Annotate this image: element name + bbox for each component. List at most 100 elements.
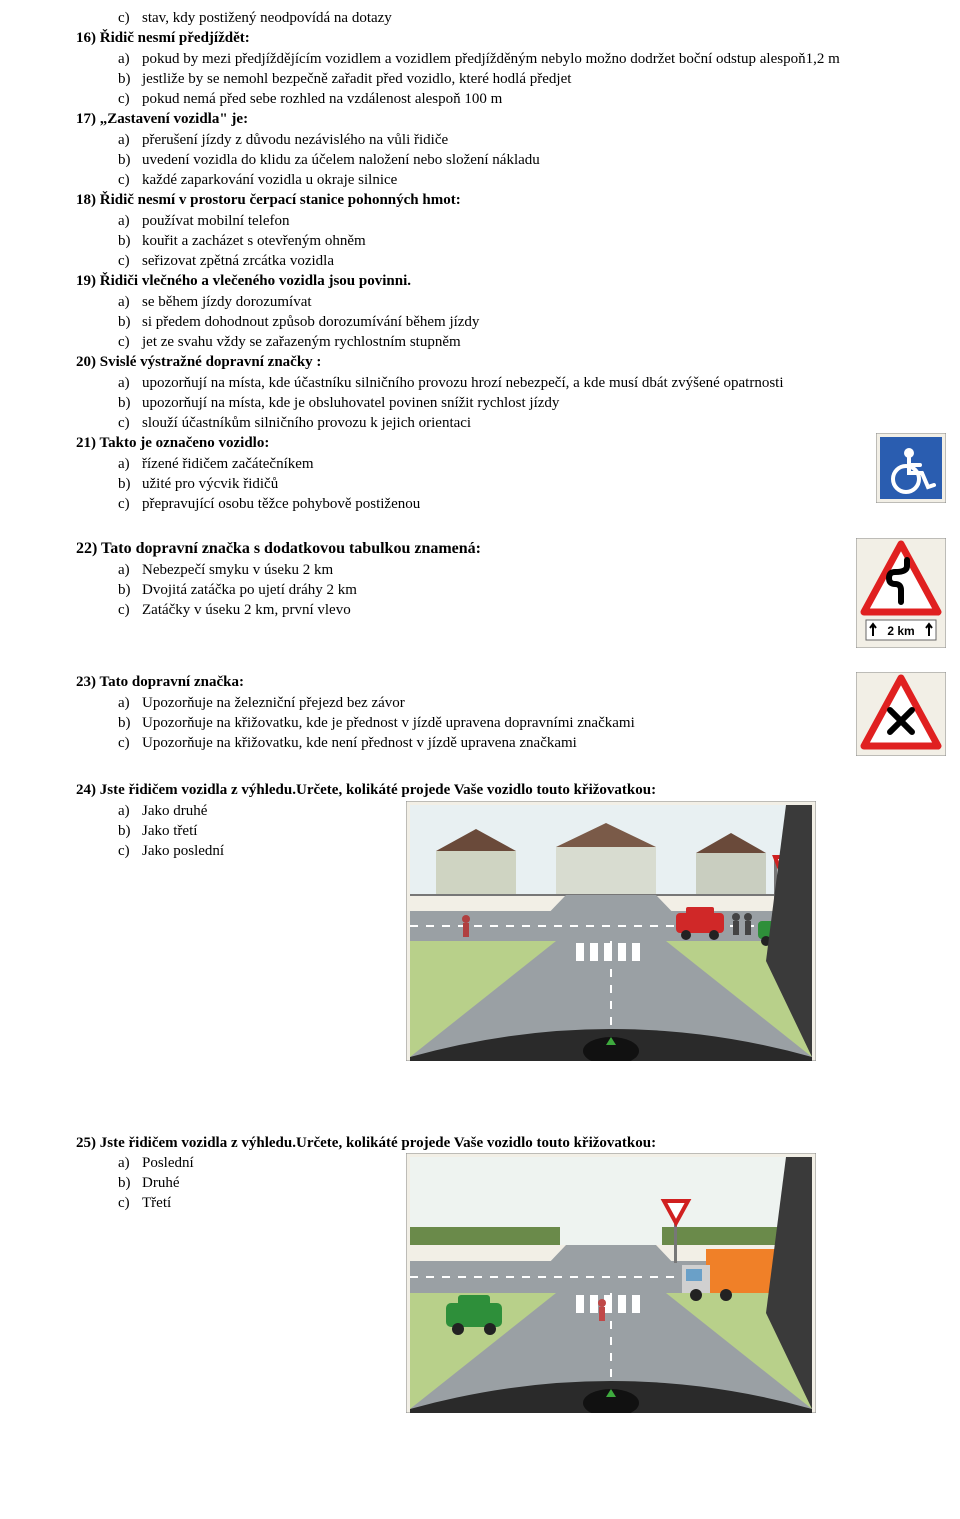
question-number: 22) (76, 540, 97, 557)
q18-option-a: a)používat mobilní telefon (14, 211, 946, 231)
q25-option-a: a)Poslední (14, 1153, 394, 1173)
question-title: Jste řidičem vozidla z výhledu.Určete, k… (100, 1135, 656, 1151)
question-title: Řidič nesmí předjíždět: (100, 30, 250, 46)
option-letter: c) (118, 494, 142, 514)
option-text: slouží účastníkům silničního provozu k j… (142, 413, 471, 433)
option-text: kouřit a zacházet s otevřeným ohněm (142, 231, 366, 251)
option-letter: c) (118, 841, 142, 861)
q15-option-c: c) stav, kdy postižený neodpovídá na dot… (14, 8, 946, 28)
option-letter: c) (118, 733, 142, 753)
option-text: upozorňují na místa, kde je obsluhovatel… (142, 393, 559, 413)
option-text: Dvojitá zatáčka po ujetí dráhy 2 km (142, 580, 357, 600)
q21-option-c: c)přepravující osobu těžce pohybově post… (14, 494, 864, 514)
q16: 16) Řidič nesmí předjíždět: (14, 28, 946, 48)
option-text: přepravující osobu těžce pohybově postiž… (142, 494, 420, 514)
option-letter: b) (118, 580, 142, 600)
q23: 23) Tato dopravní značka: (14, 672, 844, 692)
question-title: Řidič nesmí v prostoru čerpací stanice p… (100, 192, 461, 208)
q24-option-b: b)Jako třetí (14, 821, 394, 841)
q24: 24) Jste řidičem vozidla z výhledu.Určet… (14, 780, 946, 800)
option-letter: a) (118, 373, 142, 393)
panel-text: 2 km (887, 624, 914, 638)
q22: 22) Tato dopravní značka s dodatkovou ta… (14, 538, 844, 560)
question-title: Tato dopravní značka: (99, 674, 243, 690)
option-text: jestliže by se nemohl bezpečně zařadit p… (142, 69, 571, 89)
option-text: přerušení jízdy z důvodu nezávislého na … (142, 130, 448, 150)
option-text: stav, kdy postižený neodpovídá na dotazy (142, 8, 392, 28)
q16-option-a: a) pokud by mezi předjíždějícím vozidlem… (14, 49, 946, 69)
q18-option-b: b)kouřit a zacházet s otevřeným ohněm (14, 231, 946, 251)
q19-option-a: a)se během jízdy dorozumívat (14, 292, 946, 312)
question-number: 16) (76, 30, 96, 46)
q22-option-a: a)Nebezpečí smyku v úseku 2 km (14, 560, 844, 580)
q17-option-b: b)uvedení vozidla do klidu za účelem nal… (14, 150, 946, 170)
option-text: Upozorňuje na křižovatku, kde je přednos… (142, 713, 635, 733)
question-number: 23) (76, 674, 96, 690)
option-text: pokud nemá před sebe rozhled na vzdáleno… (142, 89, 502, 109)
option-text: Jako třetí (142, 821, 197, 841)
option-letter: a) (118, 130, 142, 150)
q24-option-a: a)Jako druhé (14, 801, 394, 821)
q21-option-a: a)řízené řidičem začátečníkem (14, 454, 864, 474)
option-text: si předem dohodnout způsob dorozumívání … (142, 312, 479, 332)
option-text: se během jízdy dorozumívat (142, 292, 312, 312)
option-letter: b) (118, 713, 142, 733)
option-letter: b) (118, 474, 142, 494)
option-letter: c) (118, 251, 142, 271)
question-number: 24) (76, 782, 96, 798)
option-letter: c) (118, 89, 142, 109)
q18-option-c: c)seřizovat zpětná zrcátka vozidla (14, 251, 946, 271)
option-text: jet ze svahu vždy se zařazeným rychlostn… (142, 332, 461, 352)
option-text: Upozorňuje na křižovatku, kde není předn… (142, 733, 577, 753)
option-text: Nebezpečí smyku v úseku 2 km (142, 560, 333, 580)
option-text: používat mobilní telefon (142, 211, 289, 231)
option-text: Třetí (142, 1193, 171, 1213)
option-letter: b) (118, 231, 142, 251)
q19-option-c: c)jet ze svahu vždy se zařazeným rychlos… (14, 332, 946, 352)
option-letter: c) (118, 332, 142, 352)
wheelchair-sign-icon (876, 433, 946, 503)
q25-option-b: b)Druhé (14, 1173, 394, 1193)
option-text: užité pro výcvik řidičů (142, 474, 278, 494)
question-number: 21) (76, 435, 96, 451)
option-letter: c) (118, 170, 142, 190)
option-letter: a) (118, 801, 142, 821)
option-letter: c) (118, 8, 142, 28)
q23-option-c: c)Upozorňuje na křižovatku, kde není pře… (14, 733, 844, 753)
q21: 21) Takto je označeno vozidlo: (14, 433, 864, 453)
question-title: „Zastavení vozidla" je: (100, 111, 248, 127)
option-letter: a) (118, 1153, 142, 1173)
option-letter: a) (118, 693, 142, 713)
option-text: řízené řidičem začátečníkem (142, 454, 314, 474)
option-text: každé zaparkování vozidla u okraje silni… (142, 170, 397, 190)
question-number: 25) (76, 1135, 96, 1151)
option-letter: b) (118, 393, 142, 413)
q22-option-c: c)Zatáčky v úseku 2 km, první vlevo (14, 600, 844, 620)
q17-option-a: a)přerušení jízdy z důvodu nezávislého n… (14, 130, 946, 150)
q22-option-b: b)Dvojitá zatáčka po ujetí dráhy 2 km (14, 580, 844, 600)
q20-option-a: a)upozorňují na místa, kde účastníku sil… (14, 373, 946, 393)
option-letter: b) (118, 821, 142, 841)
option-text: Jako druhé (142, 801, 207, 821)
question-title: Tato dopravní značka s dodatkovou tabulk… (101, 540, 481, 557)
option-letter: b) (118, 150, 142, 170)
option-letter: a) (118, 211, 142, 231)
q18: 18) Řidič nesmí v prostoru čerpací stani… (14, 190, 946, 210)
q20-option-c: c)slouží účastníkům silničního provozu k… (14, 413, 946, 433)
question-title: Jste řidičem vozidla z výhledu.Určete, k… (100, 782, 656, 798)
intersection-scene-24 (406, 801, 816, 1061)
q21-option-b: b)užité pro výcvik řidičů (14, 474, 864, 494)
option-letter: c) (118, 413, 142, 433)
q16-option-b: b) jestliže by se nemohl bezpečně zařadi… (14, 69, 946, 89)
option-text: seřizovat zpětná zrcátka vozidla (142, 251, 334, 271)
q23-option-b: b)Upozorňuje na křižovatku, kde je předn… (14, 713, 844, 733)
option-letter: a) (118, 292, 142, 312)
option-text: Poslední (142, 1153, 194, 1173)
question-number: 20) (76, 354, 96, 370)
option-letter: c) (118, 600, 142, 620)
q23-option-a: a)Upozorňuje na železniční přejezd bez z… (14, 693, 844, 713)
q20: 20) Svislé výstražné dopravní značky : (14, 352, 946, 372)
option-letter: a) (118, 49, 142, 69)
option-text: Upozorňuje na železniční přejezd bez záv… (142, 693, 405, 713)
intersection-scene-25 (406, 1153, 816, 1413)
